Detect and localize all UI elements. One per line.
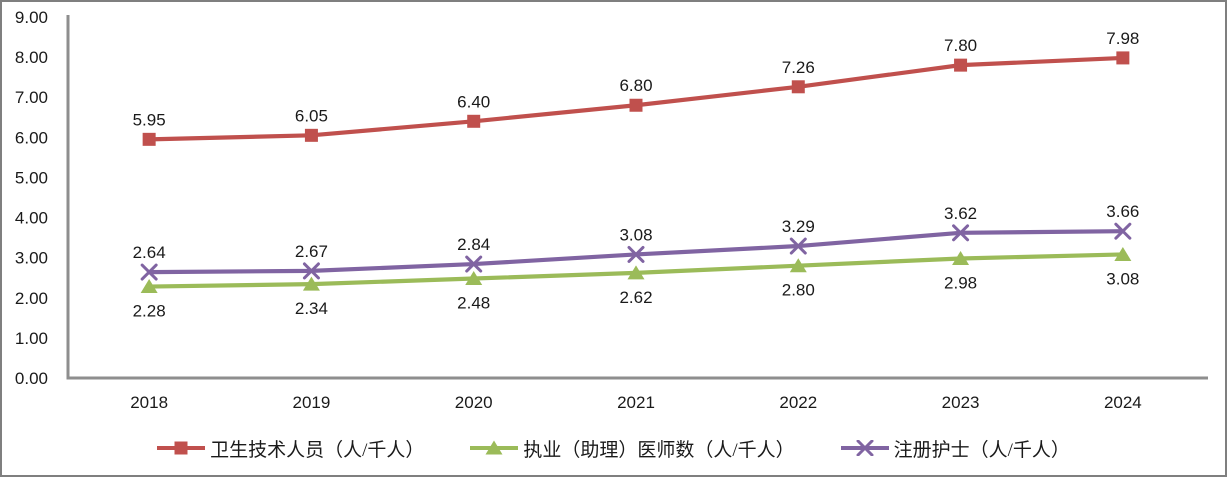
data-label: 7.80 (944, 36, 977, 55)
square-marker-icon-0-4 (791, 80, 805, 94)
y-tick-label: 6.00 (15, 128, 48, 147)
data-label: 2.48 (457, 294, 490, 313)
data-label: 2.64 (133, 243, 166, 262)
square-marker-icon-0-3 (629, 98, 643, 112)
square-marker-icon-0-0 (142, 132, 156, 146)
x-marker-icon-2-4 (789, 237, 807, 255)
y-tick-label: 9.00 (15, 8, 48, 27)
legend-swatch-square-marker-icon (157, 441, 206, 455)
y-tick-label: 0.00 (15, 369, 48, 388)
triangle-marker-icon-1-3 (627, 265, 645, 280)
square-marker-icon-0-5 (954, 58, 968, 72)
data-label: 6.05 (295, 106, 328, 125)
x-marker-icon-2-0 (140, 263, 158, 281)
x-tick-label: 2019 (293, 393, 331, 412)
data-label: 3.66 (1106, 202, 1139, 221)
triangle-marker-icon-1-1 (302, 276, 320, 291)
data-label: 2.28 (133, 302, 166, 321)
square-marker-icon-0-2 (467, 114, 481, 128)
series-line-0 (147, 55, 1125, 142)
x-marker-icon-2-1 (302, 262, 320, 280)
x-marker-icon-2-3 (627, 245, 645, 263)
triangle-marker-icon-legend (485, 440, 503, 455)
legend-label-health-technicians: 卫生技术人员（人/千人） (210, 439, 425, 461)
x-tick-label: 2021 (617, 393, 655, 412)
x-marker-icon-2-6 (1114, 222, 1132, 240)
x-tick-label: 2022 (779, 393, 817, 412)
legend-item-health-technicians[interactable]: 卫生技术人员（人/千人） (157, 435, 424, 462)
x-marker-icon-legend (856, 440, 874, 456)
data-label: 6.80 (619, 76, 652, 95)
triangle-marker-icon-1-2 (465, 271, 483, 286)
y-tick-label: 8.00 (15, 48, 48, 67)
data-label: 7.26 (782, 58, 815, 77)
y-tick-label: 3.00 (15, 249, 48, 268)
x-tick-label: 2024 (1104, 393, 1142, 412)
x-tick-label: 2023 (942, 393, 980, 412)
y-tick-label: 4.00 (15, 209, 48, 228)
data-label: 7.98 (1106, 29, 1139, 48)
legend-swatch-triangle-marker-icon (470, 440, 519, 455)
data-label: 2.98 (944, 273, 977, 292)
triangle-marker-icon-1-6 (1114, 246, 1132, 261)
triangle-marker-icon-1-4 (789, 258, 807, 273)
y-tick-label: 1.00 (15, 329, 48, 348)
data-label: 5.95 (133, 110, 166, 129)
y-tick-label: 2.00 (15, 289, 48, 308)
x-marker-icon-2-5 (952, 224, 970, 242)
triangle-marker-icon-1-5 (952, 250, 970, 265)
triangle-marker-icon-1-0 (140, 279, 158, 294)
data-label: 2.62 (619, 288, 652, 307)
chart-legend: 卫生技术人员（人/千人） 执业（助理）医师数（人/千人） 注册护士（人/千人） (2, 422, 1225, 474)
data-label: 3.08 (619, 225, 652, 244)
data-label: 3.29 (782, 217, 815, 236)
data-label: 2.34 (295, 299, 328, 318)
x-marker-icon-2-2 (465, 255, 483, 273)
x-tick-label: 2020 (455, 393, 493, 412)
y-tick-label: 7.00 (15, 88, 48, 107)
legend-label-registered-nurses: 注册护士（人/千人） (893, 439, 1070, 461)
data-label: 2.84 (457, 235, 490, 254)
square-marker-icon-legend (174, 441, 188, 455)
data-label: 2.67 (295, 242, 328, 261)
legend-item-registered-nurses[interactable]: 注册护士（人/千人） (840, 435, 1070, 462)
legend-item-licensed-physicians[interactable]: 执业（助理）医师数（人/千人） (470, 435, 795, 462)
legend-swatch-x-marker-icon (840, 440, 889, 456)
square-marker-icon-0-1 (304, 128, 318, 142)
data-label: 2.80 (782, 281, 815, 300)
square-marker-icon-0-6 (1116, 51, 1130, 65)
y-tick-label: 5.00 (15, 168, 48, 187)
data-label: 6.40 (457, 92, 490, 111)
x-tick-label: 2018 (130, 393, 168, 412)
data-label: 3.08 (1106, 269, 1139, 288)
legend-label-licensed-physicians: 执业（助理）医师数（人/千人） (523, 439, 795, 461)
data-label: 3.62 (944, 204, 977, 223)
